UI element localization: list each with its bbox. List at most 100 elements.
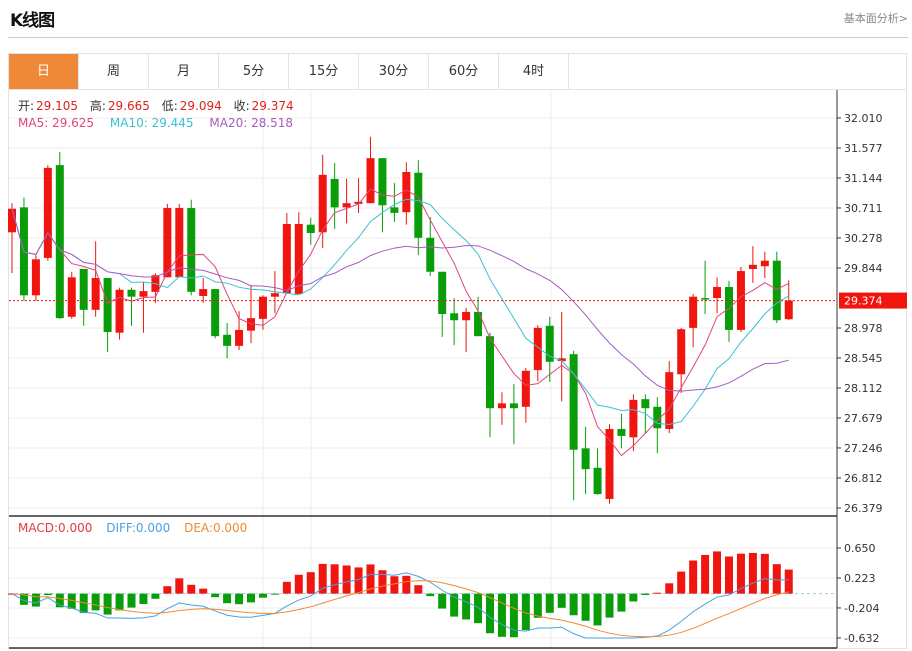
candle-body — [426, 237, 435, 272]
macd-bar — [665, 583, 674, 594]
tab-4hour[interactable]: 4时 — [499, 54, 569, 89]
candle-body — [8, 208, 16, 233]
macd-bar — [414, 585, 423, 594]
ma10-value: MA10: 29.445 — [109, 116, 194, 130]
candle-body — [629, 399, 638, 438]
candle-body — [641, 399, 650, 409]
macd-bar — [521, 593, 530, 631]
candle-body — [784, 300, 793, 320]
candle-body — [462, 311, 471, 321]
macd-bar — [127, 593, 136, 608]
macd-bar — [784, 569, 793, 594]
macd-bar — [438, 593, 447, 609]
macd-legend: MACD:0.000 DIFF:0.000 DEA:0.000 — [18, 521, 249, 535]
candle-body — [223, 334, 232, 346]
diff-line — [11, 572, 789, 639]
price-tick-label: 30.711 — [844, 202, 883, 215]
macd-bar — [605, 593, 614, 618]
candle-body — [318, 174, 327, 233]
diff-value: DIFF:0.000 — [106, 521, 171, 535]
candle-body — [43, 167, 52, 258]
macd-bar — [581, 593, 590, 621]
candle-body — [653, 406, 662, 429]
open-value: 29.105 — [36, 99, 79, 113]
candle-body — [163, 208, 172, 278]
candle-body — [91, 277, 100, 310]
tab-15min[interactable]: 15分 — [289, 54, 359, 89]
candle-body — [772, 260, 781, 321]
macd-bar — [713, 551, 722, 594]
macd-bar — [474, 593, 483, 624]
current-price-label: 29.374 — [844, 295, 883, 308]
ma20-value: MA20: 28.518 — [209, 116, 294, 130]
candle-body — [521, 370, 530, 407]
candle-body — [605, 428, 614, 499]
candle-body — [211, 289, 220, 337]
macd-bar — [211, 593, 220, 598]
candle-body — [366, 158, 375, 204]
close-label: 收: — [233, 99, 250, 113]
candle-body — [199, 289, 208, 296]
macd-bar — [294, 574, 303, 594]
candle-body — [689, 296, 698, 328]
macd-bar — [151, 593, 160, 599]
candle-body — [175, 208, 184, 278]
tab-5min[interactable]: 5分 — [219, 54, 289, 89]
open-label: 开: — [18, 99, 35, 113]
macd-bar — [306, 572, 315, 594]
macd-bar — [115, 593, 124, 611]
tab-day[interactable]: 日 — [9, 54, 79, 89]
candle-body — [486, 336, 494, 409]
ohlc-legend: 开: 29.105 高: 29.665 低: 29.094 收: 29.374 — [18, 97, 296, 114]
macd-bar — [545, 593, 554, 613]
macd-bar — [641, 593, 650, 596]
macd-bar — [55, 593, 64, 608]
tab-60min[interactable]: 60分 — [429, 54, 499, 89]
high-label: 高: — [89, 99, 106, 113]
tab-month[interactable]: 月 — [149, 54, 219, 89]
macd-bar — [247, 593, 255, 603]
price-tick-label: 31.144 — [844, 172, 883, 185]
current-price-badge — [839, 292, 907, 309]
ma10-line — [11, 198, 790, 425]
candle-body — [306, 224, 315, 233]
macd-bar — [677, 571, 686, 594]
price-tick-label: 30.278 — [844, 232, 883, 245]
macd-bar — [593, 593, 602, 626]
price-tick-label: 31.577 — [844, 142, 883, 155]
price-tick-label: 29.844 — [844, 262, 883, 275]
high-value: 29.665 — [107, 99, 150, 113]
macd-bar — [509, 593, 518, 638]
macd-bar — [689, 560, 698, 594]
candle-body — [330, 178, 339, 208]
macd-bar — [223, 593, 232, 604]
macd-bar — [103, 593, 112, 615]
candle-body — [31, 259, 40, 296]
macd-bar — [557, 593, 566, 608]
macd-bar — [617, 593, 626, 612]
macd-bar — [354, 567, 363, 594]
low-label: 低: — [161, 99, 178, 113]
candle-body — [581, 448, 590, 470]
price-tick-label: 27.679 — [844, 412, 883, 425]
macd-tick-label: -0.204 — [844, 602, 879, 615]
candle-body — [736, 271, 745, 330]
macd-bar — [163, 586, 172, 594]
candle-body — [103, 277, 112, 333]
candle-body — [713, 286, 722, 299]
macd-bar — [330, 564, 339, 594]
close-value: 29.374 — [251, 99, 294, 113]
candle-body — [509, 403, 518, 409]
macd-bar — [653, 592, 662, 594]
candle-body — [294, 223, 303, 294]
candle-body — [557, 358, 566, 362]
candle-body — [497, 403, 506, 409]
fundamental-analysis-link[interactable]: 基本面分析> — [843, 12, 908, 25]
candle-body — [187, 208, 196, 292]
macd-bar — [772, 564, 781, 594]
tab-30min[interactable]: 30分 — [359, 54, 429, 89]
tab-week[interactable]: 周 — [79, 54, 149, 89]
price-tick-label: 28.978 — [844, 322, 883, 335]
macd-bar — [629, 593, 638, 602]
